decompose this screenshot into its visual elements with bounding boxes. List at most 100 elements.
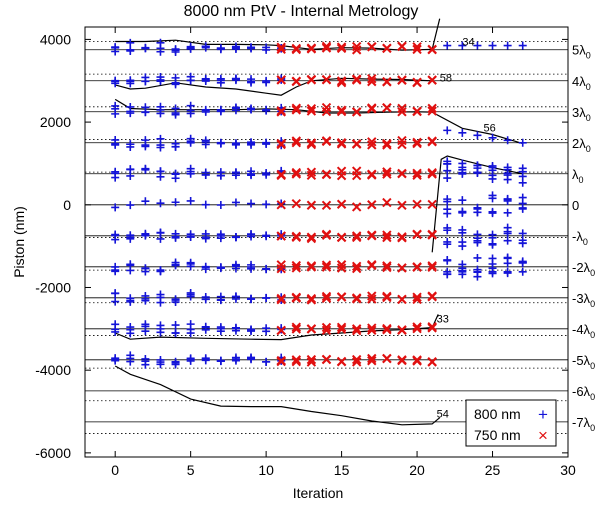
point-800nm	[443, 197, 452, 206]
point-800nm	[503, 41, 512, 50]
lambda-label: -λ0	[572, 229, 588, 247]
point-750nm	[306, 357, 317, 367]
point-800nm	[171, 298, 180, 307]
point-800nm	[488, 174, 497, 183]
point-800nm	[458, 41, 467, 50]
point-750nm	[367, 259, 377, 270]
point-800nm	[141, 320, 150, 329]
point-800nm	[488, 161, 497, 170]
y-axis-label: Piston (nm)	[11, 206, 27, 278]
point-750nm	[367, 42, 377, 52]
point-800nm	[216, 106, 225, 115]
y-tick-label: -4000	[35, 362, 71, 378]
point-800nm	[216, 168, 225, 177]
point-800nm	[126, 323, 135, 332]
point-750nm	[412, 168, 422, 179]
point-800nm	[443, 226, 452, 235]
point-750nm	[351, 261, 362, 272]
y-tick-label: 4000	[40, 31, 71, 47]
point-750nm	[351, 138, 362, 149]
track-curve	[431, 155, 523, 253]
data-points	[111, 38, 527, 369]
point-800nm	[111, 320, 120, 329]
point-800nm	[503, 171, 512, 180]
point-800nm	[141, 44, 150, 53]
point-750nm	[397, 103, 407, 114]
point-800nm	[126, 142, 135, 151]
point-800nm	[518, 259, 527, 268]
point-800nm	[247, 140, 256, 149]
point-800nm	[171, 142, 180, 151]
point-800nm	[126, 38, 135, 47]
point-750nm	[382, 102, 392, 113]
legend-box	[465, 399, 557, 447]
point-750nm	[306, 44, 317, 54]
point-750nm	[382, 76, 392, 87]
point-800nm	[201, 295, 210, 304]
point-800nm	[231, 74, 240, 83]
point-800nm	[458, 228, 467, 237]
point-750nm	[397, 355, 407, 366]
point-800nm	[201, 43, 210, 52]
point-800nm	[231, 323, 240, 332]
lambda-label: -5λ0	[572, 353, 595, 371]
point-800nm	[247, 325, 256, 334]
point-800nm	[443, 256, 452, 265]
point-800nm	[247, 105, 256, 114]
point-750nm	[291, 293, 302, 303]
wavelength-labels: 5λ0 4λ0 3λ0 2λ0 λ0 0 -λ0 -2λ0 -3λ0 -4λ0 -5λ0 -6λ0 -7…	[572, 43, 595, 433]
point-800nm	[503, 136, 512, 145]
point-800nm	[111, 297, 120, 306]
point-750nm	[367, 76, 377, 87]
point-800nm	[231, 356, 240, 365]
point-800nm	[262, 106, 271, 115]
point-800nm	[171, 261, 180, 270]
point-750nm	[367, 73, 377, 84]
point-800nm	[156, 324, 165, 333]
point-750nm	[351, 263, 362, 274]
point-750nm	[427, 321, 437, 332]
point-750nm	[336, 139, 347, 149]
point-750nm	[336, 199, 347, 209]
point-750nm	[427, 229, 437, 240]
point-800nm	[111, 289, 120, 298]
point-800nm	[141, 197, 150, 206]
point-750nm	[291, 356, 302, 367]
point-800nm	[201, 263, 210, 272]
point-800nm	[141, 291, 150, 300]
point-800nm	[156, 167, 165, 176]
point-800nm	[201, 170, 210, 179]
point-800nm	[186, 164, 195, 173]
point-800nm	[126, 297, 135, 306]
point-800nm	[156, 290, 165, 299]
point-800nm	[262, 232, 271, 241]
point-750nm	[427, 262, 437, 272]
point-750nm	[382, 291, 392, 302]
track-curve	[114, 314, 439, 341]
point-800nm	[216, 234, 225, 243]
wavelength-reference-lines	[85, 41, 568, 434]
point-800nm	[503, 208, 512, 217]
point-750nm	[306, 103, 317, 114]
point-750nm	[291, 137, 302, 148]
point-800nm	[111, 135, 120, 144]
lambda-label: λ0	[572, 167, 584, 185]
point-750nm	[382, 140, 392, 150]
point-800nm	[126, 76, 135, 85]
point-800nm	[186, 230, 195, 239]
point-800nm	[111, 76, 120, 85]
point-750nm	[336, 263, 347, 273]
point-800nm	[171, 80, 180, 89]
point-800nm	[458, 267, 467, 276]
point-750nm	[321, 43, 332, 53]
point-750nm	[306, 170, 317, 181]
point-750nm	[427, 106, 437, 116]
x-tick-label: 15	[334, 462, 350, 478]
point-800nm	[156, 199, 165, 208]
curve-annotations: 34 58 56 33 54	[437, 37, 496, 421]
point-750nm	[412, 199, 422, 210]
point-800nm	[488, 41, 497, 50]
legend: 800 nm 750 nm + ×	[465, 399, 557, 447]
x-tick-label: 20	[409, 462, 425, 478]
